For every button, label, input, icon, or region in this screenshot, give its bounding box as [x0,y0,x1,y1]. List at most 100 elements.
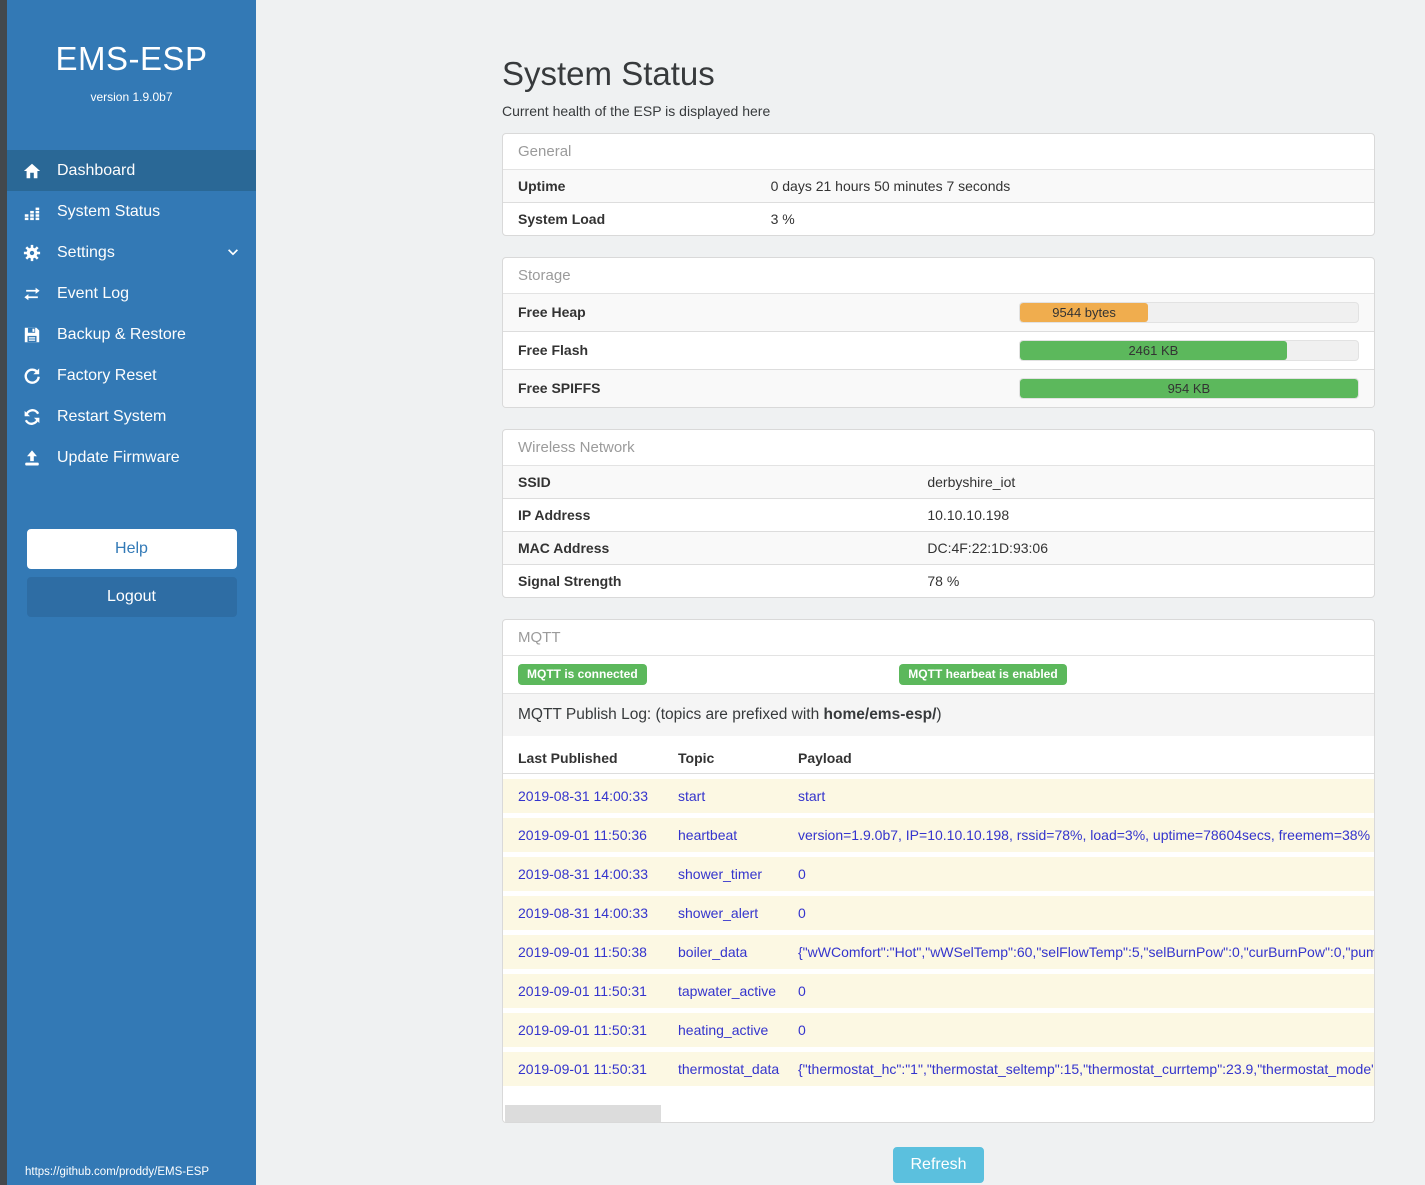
log-payload: 0 [783,1013,1374,1048]
table-row: System Load 3 % [503,202,1374,236]
sidebar-item-label: Factory Reset [57,366,157,384]
sidebar-item-label: Dashboard [57,161,136,179]
row-label: Signal Strength [503,564,913,598]
log-topic: shower_timer [663,857,783,892]
log-topic: start [663,779,783,814]
scrollbar-thumb[interactable] [505,1105,661,1123]
table-row: Signal Strength 78 % [503,564,1374,598]
log-payload: 0 [783,974,1374,1009]
help-button[interactable]: Help [26,529,237,569]
table-row: Free Heap 9544 bytes [503,294,1374,332]
sidebar-item-system-status[interactable]: System Status [7,191,256,232]
log-header-row: Last Published Topic Payload [503,741,1374,775]
log-row: 2019-09-01 11:50:36 heartbeat version=1.9.… [503,818,1374,853]
log-payload: {"thermostat_hc":"1","thermostat_seltemp… [783,1052,1374,1087]
row-label: MAC Address [503,531,913,565]
main-content: System Status Current health of the ESP … [502,0,1375,1184]
sidebar-item-backup-restore[interactable]: Backup & Restore [7,314,256,355]
save-icon [22,325,42,345]
undo-icon [22,366,42,386]
mqtt-status-row: MQTT is connected MQTT hearbeat is enabl… [503,656,1374,693]
log-timestamp: 2019-09-01 11:50:38 [503,935,663,970]
log-topic: thermostat_data [663,1052,783,1087]
general-panel-header: General [503,134,1374,171]
wireless-panel: Wireless Network SSID derbyshire_iot IP Ad… [502,429,1375,599]
log-payload: start [783,779,1374,814]
home-icon [22,161,42,181]
github-link[interactable]: https://github.com/proddy/EMS-ESP [25,1166,210,1178]
row-label: Free Flash [503,331,1004,370]
refresh-button[interactable]: Refresh [893,1147,984,1184]
sidebar-item-label: Backup & Restore [57,325,186,343]
log-timestamp: 2019-08-31 14:00:33 [503,779,663,814]
gear-icon [22,243,42,263]
row-label: Uptime [503,170,756,203]
horizontal-scrollbar[interactable] [503,1105,1374,1123]
sidebar-item-label: Event Log [57,284,130,302]
progress-bar: 2461 KB [1018,340,1359,362]
chevron-down-icon [226,245,240,259]
log-payload: version=1.9.0b7, IP=10.10.10.198, rssid=… [783,818,1374,853]
upload-icon [22,448,42,468]
mqtt-panel: MQTT MQTT is connected MQTT hearbeat is … [502,619,1375,1124]
col-last-published: Last Published [503,741,663,775]
table-row: Uptime 0 days 21 hours 50 minutes 7 secon… [503,170,1374,203]
row-label: IP Address [503,498,913,532]
row-value: derbyshire_iot [912,466,1374,499]
sidebar-item-update-firmware[interactable]: Update Firmware [7,437,256,478]
log-row: 2019-08-31 14:00:33 start start [503,779,1374,814]
mqtt-log-title-suffix: ) [936,706,942,724]
page-title: System Status [502,55,715,92]
log-timestamp: 2019-09-01 11:50:31 [503,1052,663,1087]
storage-panel-header: Storage [503,258,1374,295]
table-row: Free Flash 2461 KB [503,331,1374,370]
logout-button[interactable]: Logout [26,577,237,617]
chart-icon [22,202,42,222]
row-value: 10.10.10.198 [912,498,1374,532]
log-row: 2019-08-31 14:00:33 shower_timer 0 [503,857,1374,892]
wireless-table: SSID derbyshire_iot IP Address 10.10.10.198… [503,466,1374,598]
storage-panel: Storage Free Heap 9544 bytes Free Flash 246… [502,257,1375,409]
sidebar-nav: Dashboard System Status Settings Event Log B… [7,150,256,478]
row-label: System Load [503,202,756,236]
table-row: IP Address 10.10.10.198 [503,498,1374,532]
row-label: Free SPIFFS [503,369,1004,408]
row-label: Free Heap [503,294,1004,332]
sidebar-item-label: System Status [57,202,161,220]
sidebar-item-label: Settings [57,243,115,261]
general-table: Uptime 0 days 21 hours 50 minutes 7 secon… [503,170,1374,236]
mqtt-log-title-prefix: MQTT Publish Log: (topics are prefixed w… [518,706,824,724]
storage-table: Free Heap 9544 bytes Free Flash 2461 KB Free… [503,294,1374,408]
progress-bar: 9544 bytes [1018,302,1359,324]
log-topic: heating_active [663,1013,783,1048]
log-topic: shower_alert [663,896,783,931]
page-subtitle: Current health of the ESP is displayed h… [502,103,771,120]
row-value: 0 days 21 hours 50 minutes 7 seconds [755,170,1374,203]
sidebar-item-dashboard[interactable]: Dashboard [7,150,256,191]
exchange-icon [22,284,42,304]
sidebar-item-factory-reset[interactable]: Factory Reset [7,355,256,396]
log-row: 2019-09-01 11:50:31 tapwater_active 0 [503,974,1374,1009]
log-payload: 0 [783,857,1374,892]
table-row: Free SPIFFS 954 KB [503,369,1374,408]
log-payload: 0 [783,896,1374,931]
sidebar-item-settings[interactable]: Settings [7,232,256,273]
log-topic: heartbeat [663,818,783,853]
sidebar-item-label: Update Firmware [57,448,180,466]
sidebar-item-restart-system[interactable]: Restart System [7,396,256,437]
col-topic: Topic [663,741,783,775]
general-panel: General Uptime 0 days 21 hours 50 minutes… [502,133,1375,237]
log-topic: tapwater_active [663,974,783,1009]
mqtt-publish-log-title: MQTT Publish Log: (topics are prefixed w… [503,693,1374,737]
row-label: SSID [503,466,913,499]
progress-value: 954 KB [1167,381,1211,397]
table-row: SSID derbyshire_iot [503,466,1374,499]
sidebar-item-event-log[interactable]: Event Log [7,273,256,314]
mqtt-topic-prefix: home/ems-esp/ [823,706,937,724]
mqtt-publish-log-table: Last Published Topic Payload 2019-08-31 … [503,736,1374,1091]
log-payload: {"wWComfort":"Hot","wWSelTemp":60,"selFl… [783,935,1374,970]
progress-value: 9544 bytes [1052,305,1116,321]
app-title: EMS-ESP [55,40,208,77]
log-row: 2019-08-31 14:00:33 shower_alert 0 [503,896,1374,931]
app-version: version 1.9.0b7 [90,90,173,104]
